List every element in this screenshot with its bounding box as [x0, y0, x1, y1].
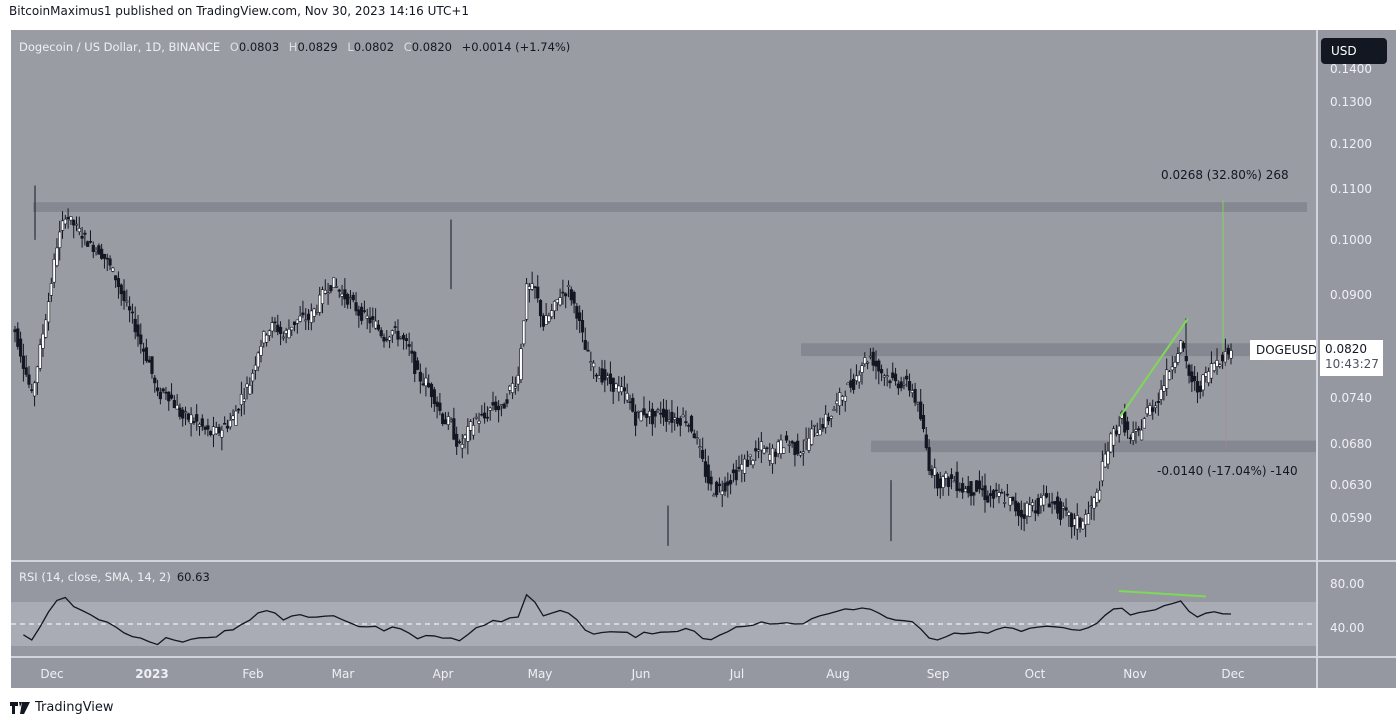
- rsi-chart: [11, 590, 1316, 646]
- currency-button[interactable]: USD: [1321, 38, 1387, 64]
- time-axis-label: Apr: [432, 667, 454, 681]
- chart-frame: Dogecoin / US Dollar, 1D, BINANCE O0.080…: [11, 30, 1396, 688]
- open-key: O: [229, 40, 239, 54]
- symbol-legend: Dogecoin / US Dollar, 1D, BINANCE O0.080…: [19, 40, 570, 54]
- time-axis-divider: [11, 656, 1396, 658]
- low-key: L: [347, 40, 354, 54]
- price-axis-label: 0.1200: [1330, 137, 1372, 151]
- last-price: 0.0820: [1325, 342, 1367, 356]
- price-axis-label: 0.0740: [1330, 391, 1372, 405]
- rsi-value: 60.63: [176, 570, 210, 584]
- time-axis-label: Sep: [926, 667, 950, 681]
- price-axis-label: 0.1400: [1330, 62, 1372, 76]
- price-axis-label: 0.1000: [1330, 233, 1372, 247]
- price-axis-divider: [1316, 30, 1318, 688]
- high-key: H: [288, 40, 298, 54]
- rsi-label[interactable]: RSI (14, close, SMA, 14, 2): [19, 570, 171, 584]
- price-axis-label: 0.0590: [1330, 511, 1372, 525]
- time-axis-label: Feb: [242, 667, 264, 681]
- price-axis-label: 0.0630: [1330, 478, 1372, 492]
- measure-up-label: 0.0268 (32.80%) 268: [1161, 168, 1289, 182]
- publisher-line: BitcoinMaximus1 published on TradingView…: [9, 4, 470, 18]
- tradingview-logo-icon: [10, 701, 30, 714]
- tradingview-footer[interactable]: TradingView: [10, 700, 114, 715]
- footer-brand: TradingView: [35, 700, 114, 715]
- price-axis-label: 0.1300: [1330, 95, 1372, 109]
- candlestick-chart: [13, 185, 1316, 546]
- price-axis-label: 40.00: [1330, 621, 1365, 635]
- time-axis-label: Aug: [826, 667, 850, 681]
- low-value: 0.0802: [353, 40, 395, 54]
- time-axis[interactable]: Dec 2023 Feb Mar Apr May Jun Jul Aug Sep Oct Nov Dec: [11, 658, 1316, 688]
- high-value: 0.0829: [297, 40, 338, 54]
- close-key: C: [403, 40, 412, 54]
- open-value: 0.0803: [238, 40, 280, 54]
- time-axis-label: Jun: [631, 667, 651, 681]
- pane-divider[interactable]: [11, 560, 1396, 562]
- price-axis-label: 80.00: [1330, 577, 1365, 591]
- price-axis-label: 0.0900: [1330, 288, 1372, 302]
- time-axis-label: Dec: [40, 667, 64, 681]
- last-price-tag: 0.0820 10:43:27: [1320, 340, 1383, 376]
- price-axis-label: 0.0680: [1330, 437, 1372, 451]
- time-axis-label: Nov: [1123, 667, 1147, 681]
- time-axis-label: May: [527, 667, 553, 681]
- close-value: 0.0820: [411, 40, 452, 54]
- bar-countdown: 10:43:27: [1325, 357, 1379, 371]
- rsi-legend: RSI (14, close, SMA, 14, 2) 60.63: [19, 570, 210, 584]
- measure-down-label: -0.0140 (-17.04%) -140: [1157, 464, 1298, 478]
- rsi-pane[interactable]: RSI (14, close, SMA, 14, 2) 60.63: [11, 562, 1316, 656]
- symbol-tag: DOGEUSD: [1250, 340, 1316, 360]
- time-axis-label: Mar: [331, 667, 355, 681]
- time-axis-label: Dec: [1221, 667, 1245, 681]
- symbol-description[interactable]: Dogecoin / US Dollar, 1D, BINANCE: [19, 40, 221, 54]
- change-value: +0.0014 (+1.74%): [461, 40, 571, 54]
- price-axis-label: 0.1100: [1330, 182, 1372, 196]
- time-axis-label: Oct: [1024, 667, 1046, 681]
- price-axis[interactable]: 0.1400 0.1300 0.1200 0.1100 0.1000 0.0900 0.07…: [1318, 30, 1396, 656]
- time-axis-label: Jul: [729, 667, 745, 681]
- time-axis-label: 2023: [135, 667, 169, 681]
- price-pane[interactable]: Dogecoin / US Dollar, 1D, BINANCE O0.080…: [11, 30, 1316, 560]
